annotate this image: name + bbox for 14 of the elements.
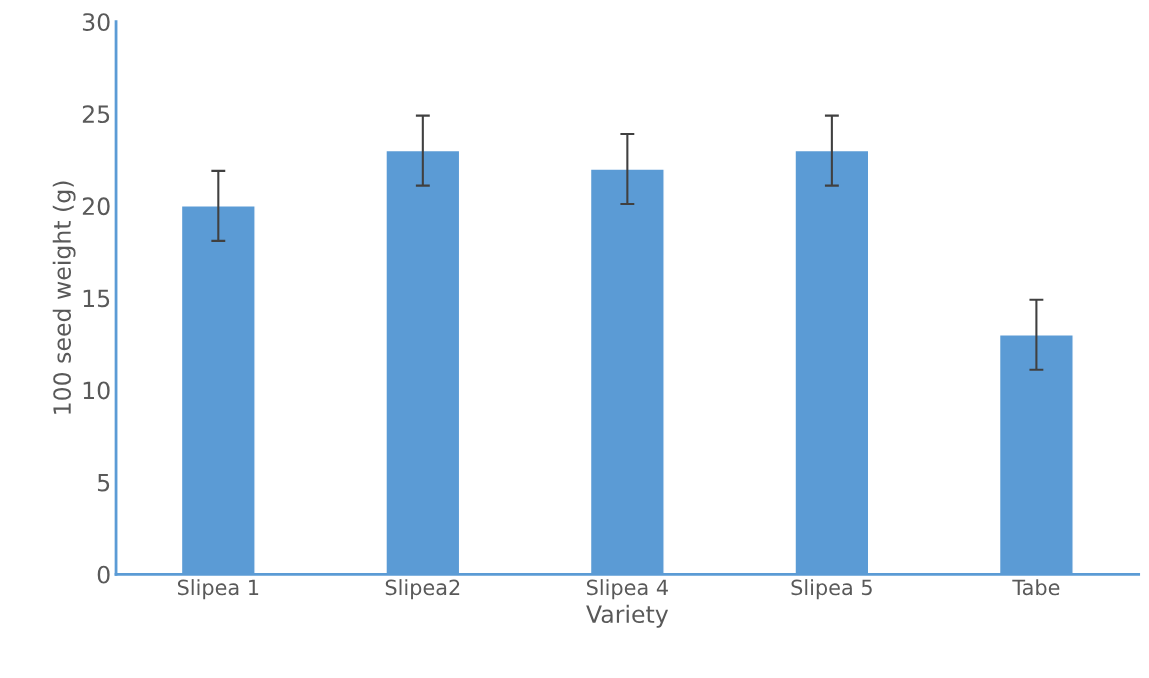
x-tick-label: Slipea 5 <box>791 579 872 600</box>
x-tick-label: Slipea 4 <box>586 579 668 600</box>
y-tick-label: 25 <box>82 105 110 124</box>
y-tick-label: 5 <box>97 473 110 492</box>
y-axis-title: 100 seed weight (g) <box>52 181 76 414</box>
y-tick-label: 15 <box>83 289 110 308</box>
y-tick-label: 10 <box>83 381 110 400</box>
y-tick-label: 30 <box>82 13 110 31</box>
x-axis-title: Variety <box>586 604 669 628</box>
x-tick-label: Slipea 1 <box>177 579 259 600</box>
y-tick-label: 20 <box>82 197 110 216</box>
y-tick-label: 0 <box>97 565 110 584</box>
x-tick-label: Tabe <box>1012 579 1060 596</box>
x-tick-label: Slipea2 <box>385 579 460 600</box>
